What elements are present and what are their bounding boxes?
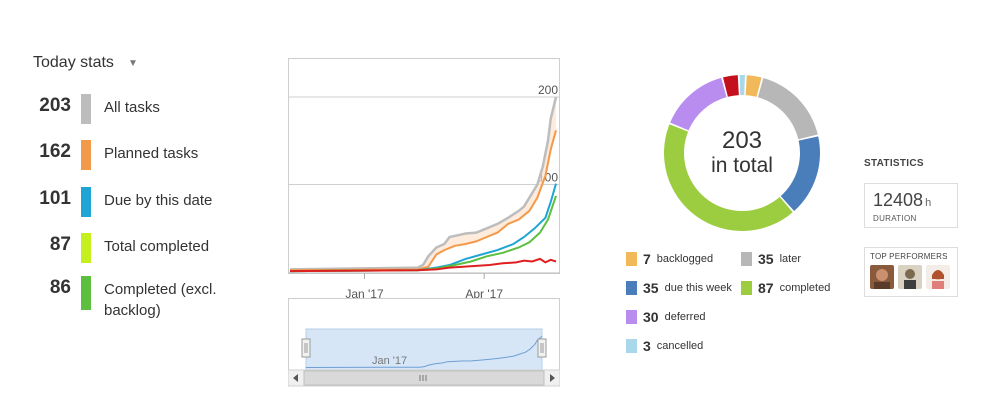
donut-slice-completed[interactable] — [664, 124, 793, 231]
duration-value: 12408 — [873, 190, 924, 210]
plot-frame — [288, 58, 560, 274]
donut-slice-due-this-week[interactable] — [780, 136, 820, 212]
navigator-right-handle[interactable] — [537, 338, 547, 358]
donut-slice-cancelled[interactable] — [739, 75, 745, 96]
task-status-donut[interactable]: 203 in total — [662, 73, 822, 233]
donut-slice-backlogged[interactable] — [745, 75, 762, 97]
legend-item-due-this-week[interactable]: 35 due this week — [626, 280, 732, 296]
legend-item-cancelled[interactable]: 3 cancelled — [626, 338, 703, 354]
stat-color-bar — [81, 94, 91, 124]
legend-swatch — [741, 281, 752, 295]
top-performers-label: TOP PERFORMERS — [870, 252, 948, 261]
legend-count: 87 — [758, 280, 774, 296]
legend-count: 3 — [643, 338, 651, 354]
legend-item-completed[interactable]: 87 completed — [741, 280, 830, 296]
caret-down-icon: ▼ — [127, 57, 138, 69]
series-line-planned-tasks[interactable] — [289, 130, 557, 272]
legend-item-backlogged[interactable]: 7 backlogged — [626, 251, 713, 267]
legend-swatch — [626, 310, 637, 324]
navigator-series-line — [305, 335, 543, 368]
series-line-deferred[interactable] — [289, 257, 557, 273]
stat-color-bar — [81, 276, 91, 310]
navigator-label: Jan '17 — [372, 355, 407, 367]
stat-row-completed-excl-backlog: 86 Completed (excl. backlog) — [33, 276, 244, 321]
tasks-line-chart[interactable]: 100 200 Jan '17 Apr '17 Jan '17 — [288, 58, 560, 388]
stat-row-planned-tasks: 162 Planned tasks — [33, 140, 244, 170]
today-stats-panel: Today stats ▼ 203 All tasks 162 Planned … — [33, 54, 263, 319]
stat-value: 162 — [39, 141, 71, 162]
duration-card: 12408 h DURATION — [864, 183, 958, 228]
chevron-left-icon[interactable] — [293, 374, 298, 382]
y-tick-label: 200 — [538, 83, 558, 97]
chevron-right-icon[interactable] — [550, 374, 555, 382]
stat-label: Due by this date — [104, 192, 213, 209]
legend-label: due this week — [664, 282, 732, 294]
navigator-left-handle[interactable] — [301, 338, 311, 358]
navigator-selection[interactable] — [305, 328, 543, 371]
today-stats-title: Today stats — [33, 54, 114, 71]
legend-count: 7 — [643, 251, 651, 267]
legend-item-later[interactable]: 35 later — [741, 251, 801, 267]
legend-swatch — [626, 339, 637, 353]
legend-count: 35 — [758, 251, 774, 267]
stat-row-due-by-date: 101 Due by this date — [33, 187, 244, 217]
legend-label: deferred — [664, 311, 706, 323]
stat-color-bar — [81, 233, 91, 263]
stat-label: Planned tasks — [104, 145, 199, 162]
stat-row-total-completed: 87 Total completed — [33, 233, 244, 263]
donut-center: 203 in total — [662, 73, 822, 233]
donut-slice-deferred[interactable] — [670, 77, 727, 131]
legend-label: later — [779, 253, 801, 265]
stat-value: 86 — [49, 277, 71, 298]
stat-label: Completed (excl. backlog) — [104, 281, 217, 319]
duration-label: DURATION — [873, 214, 917, 223]
statistics-title: STATISTICS — [864, 158, 924, 169]
stat-color-bar — [81, 187, 91, 217]
legend-swatch — [626, 252, 637, 266]
duration-unit: h — [925, 197, 932, 209]
legend-label: completed — [779, 282, 831, 294]
top-performers-card: TOP PERFORMERS — [864, 247, 958, 297]
series-line-all-tasks[interactable] — [289, 96, 558, 271]
donut-slice-later[interactable] — [757, 77, 818, 140]
legend-swatch — [626, 281, 637, 295]
stat-label: All tasks — [104, 99, 160, 116]
legend-count: 30 — [643, 309, 659, 325]
legend-count: 35 — [643, 280, 659, 296]
grip-icon — [419, 375, 427, 381]
stat-row-all-tasks: 203 All tasks — [33, 94, 244, 124]
donut-slice-overdue[interactable] — [723, 75, 739, 97]
legend-label: cancelled — [656, 340, 704, 352]
stat-label: Total completed — [104, 238, 210, 255]
avatar[interactable] — [898, 265, 922, 289]
legend-label: backlogged — [656, 253, 714, 265]
donut-svg — [664, 75, 820, 231]
legend-swatch — [741, 252, 752, 266]
stat-value: 203 — [39, 95, 71, 116]
x-tick-label: Apr '17 — [465, 287, 503, 301]
donut-total-value: 203 — [721, 127, 763, 154]
stat-color-bar — [81, 140, 91, 170]
stat-value: 87 — [49, 234, 71, 255]
today-stats-dropdown[interactable]: Today stats ▼ — [33, 54, 263, 72]
chart-scrollbar-thumb[interactable] — [303, 370, 545, 386]
avatar[interactable] — [870, 265, 894, 289]
donut-total-caption: in total — [711, 154, 773, 177]
stat-value: 101 — [39, 188, 71, 209]
legend-item-deferred[interactable]: 30 deferred — [626, 309, 706, 325]
x-tick-label: Jan '17 — [345, 287, 384, 301]
avatar[interactable] — [926, 265, 950, 289]
